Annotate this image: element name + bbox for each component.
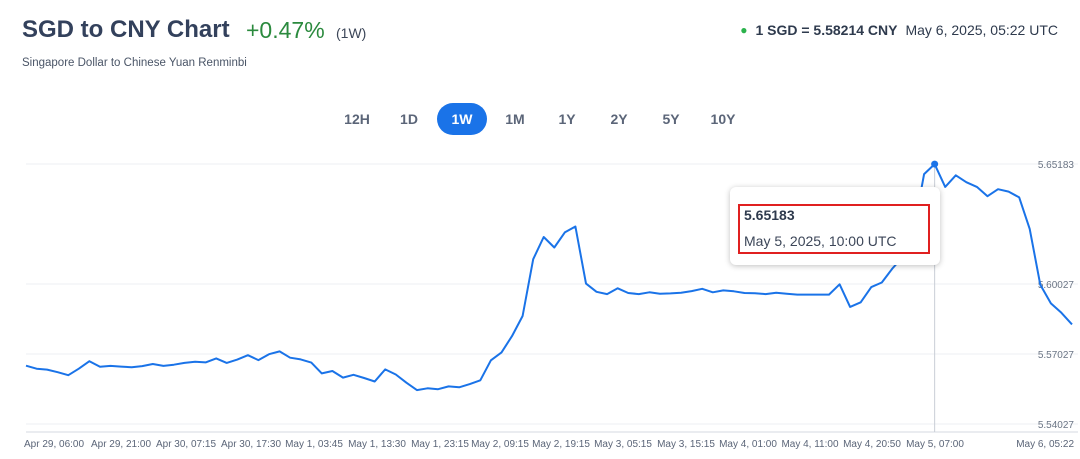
- highlight-point: [931, 160, 939, 168]
- tab-5y[interactable]: 5Y: [662, 111, 680, 127]
- x-tick-label: May 4, 20:50: [843, 439, 901, 450]
- x-tick-label: May 5, 07:00: [906, 439, 964, 450]
- y-tick-label: 5.54027: [1038, 420, 1075, 431]
- tab-1d[interactable]: 1D: [400, 111, 418, 127]
- live-rate: ● 1 SGD = 5.58214 CNY May 6, 2025, 05:22 U…: [740, 22, 1058, 38]
- x-tick-label: Apr 30, 17:30: [221, 439, 281, 450]
- x-tick-label: May 3, 15:15: [657, 439, 715, 450]
- tooltip-date: May 5, 2025, 10:00 UTC: [744, 233, 897, 249]
- x-tick-label: May 2, 09:15: [471, 439, 529, 450]
- chart-tooltip: 5.65183 May 5, 2025, 10:00 UTC: [730, 187, 940, 265]
- y-tick-label: 5.60027: [1038, 280, 1075, 291]
- tab-1m[interactable]: 1M: [505, 111, 525, 127]
- x-tick-label: Apr 29, 06:00: [24, 439, 84, 450]
- tab-2y[interactable]: 2Y: [610, 111, 628, 127]
- x-tick-label: Apr 29, 21:00: [91, 439, 151, 450]
- x-tick-label: May 6, 05:22: [1016, 439, 1074, 450]
- x-tick-label: May 3, 05:15: [594, 439, 652, 450]
- x-tick-label: May 1, 03:45: [285, 439, 343, 450]
- page-title: SGD to CNY Chart: [22, 16, 230, 43]
- tab-10y[interactable]: 10Y: [710, 111, 736, 127]
- rate-value: 1 SGD = 5.58214 CNY: [755, 22, 898, 38]
- y-tick-label: 5.57027: [1038, 350, 1075, 361]
- tab-1y[interactable]: 1Y: [558, 111, 576, 127]
- chart-header: SGD to CNY Chart +0.47% (1W) Singapore D…: [22, 14, 1058, 74]
- x-tick-label: May 2, 19:15: [532, 439, 590, 450]
- x-tick-label: May 4, 01:00: [719, 439, 777, 450]
- x-tick-label: May 1, 23:15: [411, 439, 469, 450]
- page-subtitle: Singapore Dollar to Chinese Yuan Renminb…: [22, 57, 247, 69]
- x-tick-label: Apr 30, 07:15: [156, 439, 216, 450]
- y-tick-label: 5.65183: [1038, 160, 1075, 171]
- x-tick-label: May 4, 11:00: [781, 439, 839, 450]
- x-tick-label: May 1, 13:30: [348, 439, 406, 450]
- live-dot-icon: ●: [740, 23, 748, 37]
- timeframe-tabs: 12H 1D 1W 1M 1Y 2Y 5Y 10Y: [0, 103, 1080, 135]
- period-label: (1W): [336, 25, 367, 41]
- tab-1w[interactable]: 1W: [437, 103, 487, 135]
- tooltip-value: 5.65183: [744, 207, 795, 223]
- percent-change: +0.47%: [246, 17, 325, 43]
- rate-timestamp: May 6, 2025, 05:22 UTC: [905, 22, 1058, 38]
- tab-12h[interactable]: 12H: [344, 111, 370, 127]
- tooltip-highlight-frame: [738, 204, 930, 254]
